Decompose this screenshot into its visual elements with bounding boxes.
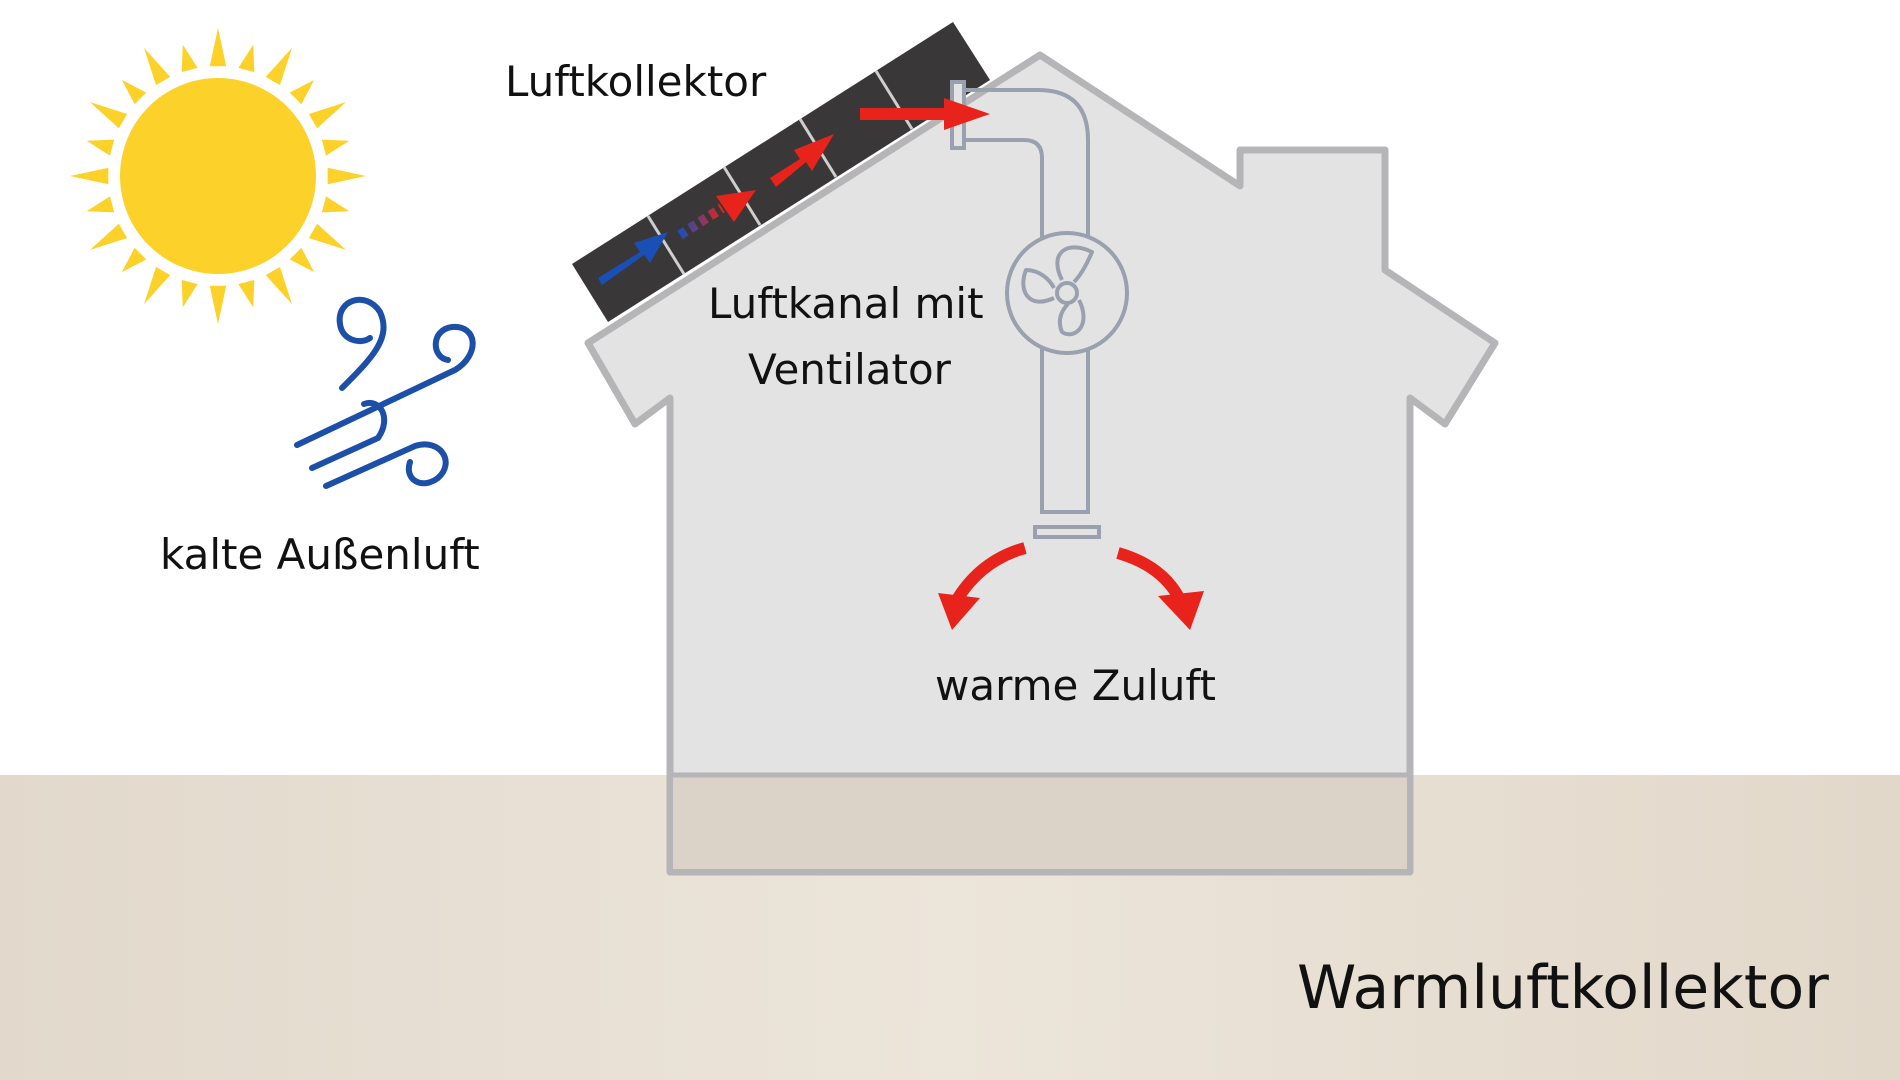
sun-ray (209, 28, 227, 67)
cold-air-label: kalte Außenluft (160, 530, 480, 579)
sun-ray (327, 167, 366, 185)
warm-air-label: warme Zuluft (935, 661, 1216, 710)
sun-ray (86, 139, 115, 156)
sun-ray (265, 47, 292, 86)
sun-ray (144, 266, 171, 305)
warm-supply-arrow-left (938, 542, 1027, 630)
sun-ray (238, 279, 255, 308)
duct-label-line2: Ventilator (748, 345, 952, 394)
fan-icon (1005, 231, 1129, 355)
sun-ray (289, 79, 315, 105)
sun-ray (321, 196, 350, 213)
sun-ray (121, 247, 147, 273)
mixing-arrow (677, 190, 756, 240)
sun-ray (181, 279, 198, 308)
house-foundation (673, 775, 1407, 869)
sun-ray (308, 223, 347, 250)
sun-ray (321, 139, 350, 156)
warm-supply-arrow-right (1116, 547, 1204, 630)
sun-ray (89, 223, 128, 250)
sun-ray (86, 196, 115, 213)
sun-ray (89, 102, 128, 129)
sun-ray (308, 102, 347, 129)
sun-ray (289, 247, 315, 273)
diagram-title: Warmluftkollektor (1297, 953, 1829, 1023)
sun-ray (265, 266, 292, 305)
sun-icon (70, 28, 366, 324)
sun-ray (181, 44, 198, 73)
sun-ray (70, 167, 109, 185)
sun-ray (238, 44, 255, 73)
wind-icon (294, 296, 476, 489)
warm-air-arrow-collector (770, 134, 834, 187)
sun-ray (144, 47, 171, 86)
warm-air-arrow-duct (860, 98, 990, 130)
duct-label-line1: Luftkanal mit (708, 279, 984, 328)
sun-ray (209, 285, 227, 324)
cold-air-arrow (598, 232, 668, 285)
sun-ray (121, 79, 147, 105)
collector-label: Luftkollektor (505, 57, 767, 106)
